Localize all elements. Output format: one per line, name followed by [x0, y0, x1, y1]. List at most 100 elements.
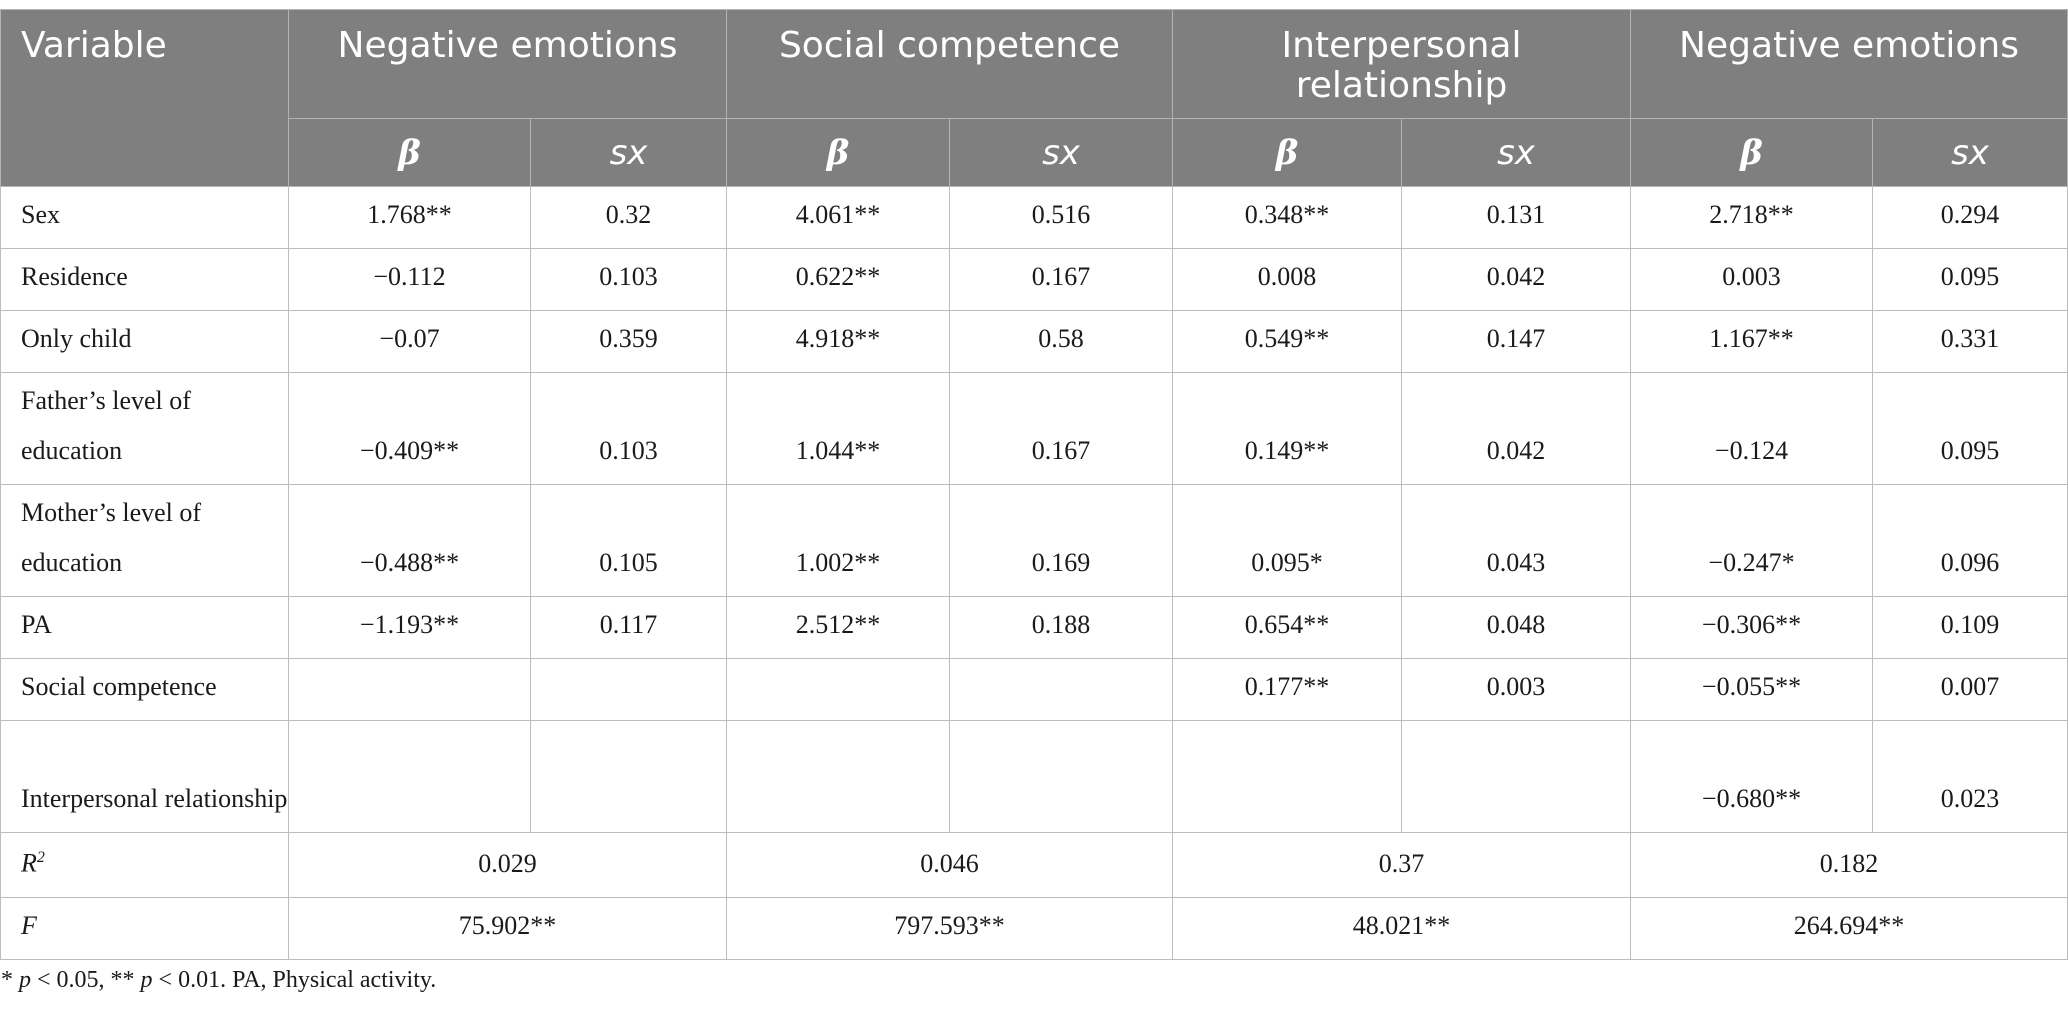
f-value: 48.021** — [1171, 896, 1632, 960]
table-cell: −0.306** — [1630, 596, 1874, 659]
r-squared-symbol: R — [21, 848, 37, 878]
table-cell — [949, 720, 1173, 833]
table-cell: 0.003 — [1630, 248, 1874, 311]
footnote-text-2: < 0.01. PA, Physical activity. — [152, 967, 437, 993]
f-label: F — [0, 896, 289, 960]
r-squared-label: R2 — [0, 832, 289, 898]
table-row: PA −1.193** 0.117 2.512** 0.188 0.654** … — [0, 596, 2068, 659]
table-cell: 0.177** — [1172, 658, 1402, 721]
table-cell: 0.131 — [1400, 186, 1632, 249]
footnote-p: p — [140, 967, 153, 993]
beta-header: β — [1172, 118, 1402, 187]
f-value: 75.902** — [288, 896, 727, 960]
table-cell: 0.294 — [1872, 186, 2068, 249]
table-cell: −0.680** — [1630, 720, 1874, 833]
table-cell: 0.348** — [1172, 186, 1402, 249]
table-cell: 0.048 — [1400, 596, 1632, 659]
beta-header: β — [726, 118, 950, 187]
table-cell: 0.167 — [949, 372, 1173, 485]
table-cell: 0.549** — [1172, 310, 1402, 373]
table-cell: 0.117 — [530, 596, 727, 659]
table-cell: 0.109 — [1872, 596, 2068, 659]
table-footnote: * p < 0.05, ** p < 0.01. PA, Physical ac… — [1, 967, 436, 994]
sx-header: sx — [1872, 118, 2068, 187]
table-cell: 0.008 — [1172, 248, 1402, 311]
f-row: F 75.902** 797.593** 48.021** 264.694** — [0, 896, 2068, 960]
table-cell — [1172, 720, 1402, 833]
table-cell: 0.095* — [1172, 484, 1402, 597]
sx-header: sx — [530, 118, 727, 187]
r-squared-value: 0.37 — [1171, 832, 1632, 898]
table-cell — [1400, 720, 1632, 833]
table-cell: 1.768** — [288, 186, 531, 249]
table-cell: −0.247* — [1630, 484, 1874, 597]
table-cell: 0.003 — [1400, 658, 1632, 721]
group-header-negative-emotions-1: Negative emotions — [288, 9, 727, 119]
group-header-negative-emotions-2: Negative emotions — [1630, 9, 2068, 119]
table-cell: 4.061** — [726, 186, 950, 249]
beta-header: β — [288, 118, 531, 187]
footnote-p: p — [19, 967, 31, 993]
sx-header: sx — [949, 118, 1173, 187]
table-cell: 2.718** — [1630, 186, 1874, 249]
regression-table: Variable Negative emotions Social compet… — [0, 9, 2068, 960]
r-squared-row: R2 0.029 0.046 0.37 0.182 — [0, 832, 2068, 898]
f-value: 264.694** — [1630, 896, 2068, 960]
table-cell: 0.149** — [1172, 372, 1402, 485]
table-row: Residence −0.112 0.103 0.622** 0.167 0.0… — [0, 248, 2068, 311]
table-cell: 0.654** — [1172, 596, 1402, 659]
footnote-star: * — [1, 967, 19, 993]
table-cell — [726, 720, 950, 833]
table-cell: 4.918** — [726, 310, 950, 373]
table-cell: 2.512** — [726, 596, 950, 659]
r-squared-value: 0.029 — [288, 832, 727, 898]
table-cell: 0.042 — [1400, 248, 1632, 311]
header-row-groups: Variable Negative emotions Social compet… — [0, 9, 2068, 187]
table-cell: −0.07 — [288, 310, 531, 373]
table-row: Interpersonal relationship −0.680** 0.02… — [0, 720, 2068, 833]
row-label: Father’s level of education — [0, 372, 289, 485]
row-label: Residence — [0, 248, 289, 311]
footnote-text-1: < 0.05, ** — [31, 967, 141, 993]
row-label: Sex — [0, 186, 289, 249]
table-cell: 1.167** — [1630, 310, 1874, 373]
table-cell: 0.103 — [530, 372, 727, 485]
table-cell: −0.488** — [288, 484, 531, 597]
table-cell — [288, 658, 531, 721]
row-label: Mother’s level of education — [0, 484, 289, 597]
table-row: Father’s level of education −0.409** 0.1… — [0, 372, 2068, 485]
table-cell: 1.002** — [726, 484, 950, 597]
table-cell: 0.147 — [1400, 310, 1632, 373]
row-label: Social competence — [0, 658, 289, 721]
table-cell: 0.095 — [1872, 248, 2068, 311]
r-squared-superscript: 2 — [36, 849, 45, 866]
table-cell: −0.112 — [288, 248, 531, 311]
header-row-stats: β sx β sx β sx β sx — [1, 118, 2068, 187]
beta-header: β — [1630, 118, 1874, 187]
sx-header: sx — [1400, 118, 1632, 187]
table-cell: 0.105 — [530, 484, 727, 597]
table-cell: 0.516 — [949, 186, 1173, 249]
table-cell: 0.32 — [530, 186, 727, 249]
table-cell: 0.331 — [1872, 310, 2068, 373]
table-row: Social competence 0.177** 0.003 −0.055**… — [0, 658, 2068, 721]
table-cell: 0.043 — [1400, 484, 1632, 597]
table-cell: 0.007 — [1872, 658, 2068, 721]
r-squared-value: 0.182 — [1630, 832, 2068, 898]
table-cell: 0.096 — [1872, 484, 2068, 597]
table-cell: −0.124 — [1630, 372, 1874, 485]
f-value: 797.593** — [726, 896, 1173, 960]
table-cell — [288, 720, 531, 833]
table-cell: 1.044** — [726, 372, 950, 485]
table-cell: 0.095 — [1872, 372, 2068, 485]
r-squared-value: 0.046 — [726, 832, 1173, 898]
table-cell: 0.169 — [949, 484, 1173, 597]
row-label: PA — [0, 596, 289, 659]
table-row: Sex 1.768** 0.32 4.061** 0.516 0.348** 0… — [0, 186, 2068, 249]
table-cell — [726, 658, 950, 721]
row-label: Only child — [0, 310, 289, 373]
table-cell: 0.167 — [949, 248, 1173, 311]
table-cell: −1.193** — [288, 596, 531, 659]
table-cell: 0.023 — [1872, 720, 2068, 833]
group-header-interpersonal-relationship: Interpersonal relationship — [1171, 9, 1632, 119]
